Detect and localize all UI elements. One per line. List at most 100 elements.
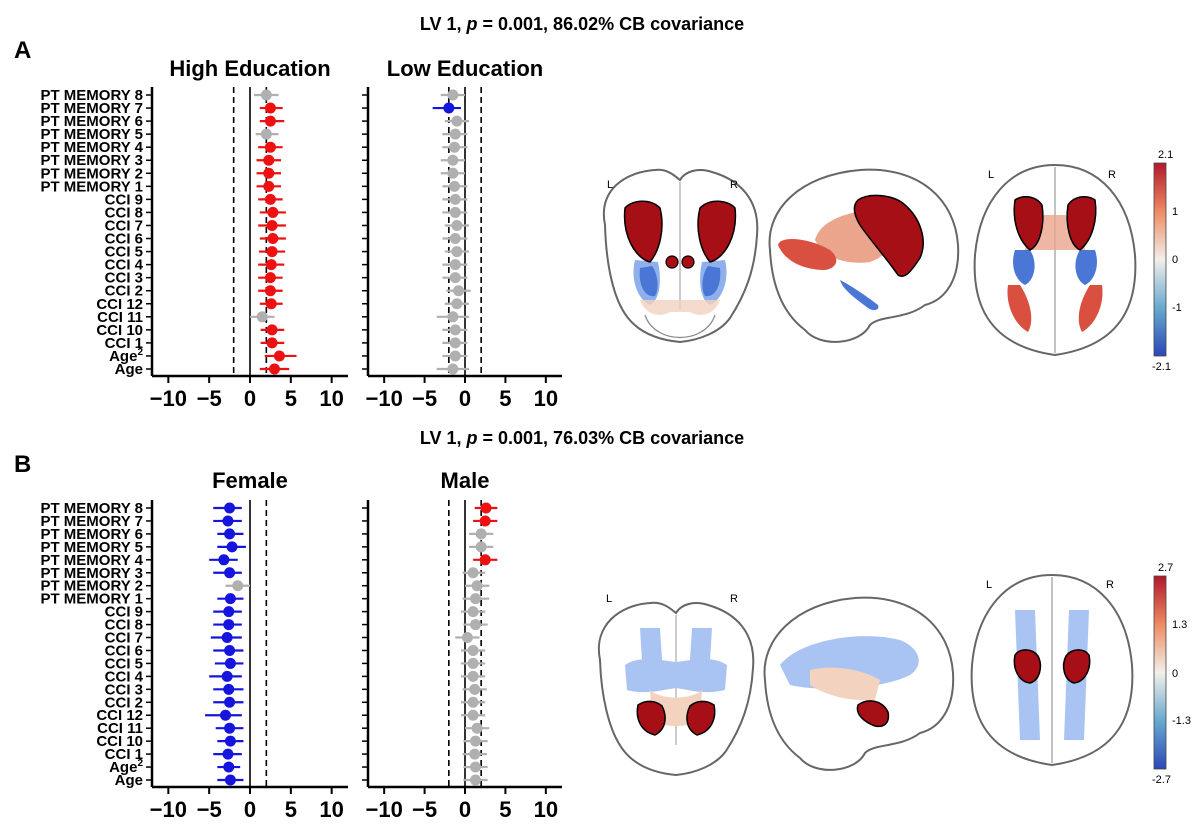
data-point	[221, 632, 233, 644]
coronal-center-red	[665, 255, 679, 269]
colorbar-tick: 1.3	[1172, 619, 1187, 631]
data-point	[223, 761, 235, 773]
colorbar-tick: 2.7	[1158, 562, 1173, 574]
data-point	[224, 774, 236, 786]
data-point	[224, 657, 236, 669]
data-point	[264, 285, 276, 297]
coronal-lightblue-top-left	[640, 628, 662, 660]
y-tick-label: CCI 2	[105, 283, 143, 300]
coronal-label-r: R	[730, 593, 738, 605]
data-point	[223, 683, 235, 695]
colorbar-tick: 1	[1172, 206, 1178, 218]
axial-label-l: L	[986, 579, 992, 591]
sagittal-darkred	[853, 194, 924, 277]
coronal-lightblue-band	[625, 658, 727, 693]
y-tick-label: PT MEMORY 7	[40, 513, 143, 530]
data-point	[453, 285, 465, 297]
data-point	[470, 593, 482, 605]
axial-outline	[970, 573, 1134, 767]
data-point	[475, 541, 487, 553]
sagittal-outline	[768, 168, 960, 343]
data-point	[265, 259, 277, 271]
data-point	[447, 167, 459, 179]
x-tick-label: −10	[150, 797, 187, 822]
data-point	[480, 502, 492, 514]
x-tick-label: −5	[412, 386, 437, 411]
x-tick-label: 5	[499, 797, 511, 822]
y-tick-label: CCI 5	[105, 655, 143, 672]
data-point	[263, 180, 275, 192]
axial-label-r: R	[1106, 579, 1114, 591]
y-tick-label: CCI 7	[105, 217, 143, 234]
data-point	[218, 554, 230, 566]
y-tick-label: CCI 8	[105, 204, 143, 221]
x-tick-label: 0	[244, 386, 256, 411]
data-point	[467, 657, 479, 669]
colorbar-gradient	[1153, 575, 1167, 770]
data-point	[467, 644, 479, 656]
data-point	[224, 502, 236, 514]
data-point	[220, 709, 231, 721]
x-tick-label: −5	[197, 386, 222, 411]
axial-red-right	[1078, 285, 1103, 332]
coronal-darkred-right	[697, 200, 737, 263]
y-tick-label: CCI 10	[96, 322, 143, 339]
data-point	[449, 337, 461, 349]
plot-title: High Education	[169, 56, 330, 81]
y-tick-label: CCI 12	[96, 707, 143, 724]
x-tick-label: 10	[534, 797, 558, 822]
data-point	[449, 350, 461, 362]
y-tick-label: CCI 4	[105, 257, 144, 274]
y-tick-label: CCI 11	[97, 309, 143, 326]
y-tick-label: CCI 3	[105, 681, 143, 698]
data-point	[467, 567, 479, 579]
data-point	[224, 644, 236, 656]
y-tick-label: Age2	[109, 347, 143, 365]
coronal-darkred-right	[686, 700, 716, 736]
data-point	[266, 324, 278, 336]
coronal-blue-right	[702, 266, 721, 297]
data-point	[470, 619, 482, 631]
panel-b-brain-views: L R L R	[597, 573, 1134, 777]
colorbar-tick: 2.1	[1158, 149, 1173, 161]
data-point	[467, 606, 479, 618]
panel-b-axial-view: L R	[970, 573, 1134, 767]
coronal-label-l: L	[606, 593, 612, 605]
data-point	[443, 102, 455, 114]
y-tick-label: PT MEMORY 6	[40, 526, 143, 543]
data-point	[449, 206, 461, 218]
data-point	[226, 541, 238, 553]
data-point	[266, 337, 278, 349]
data-point	[479, 554, 491, 566]
data-point	[263, 154, 275, 166]
coronal-label-l: L	[607, 179, 613, 191]
coronal-center-red-2	[681, 255, 695, 269]
x-tick-label: −10	[366, 386, 403, 411]
data-point	[224, 567, 236, 579]
y-tick-label: PT MEMORY 4	[40, 552, 143, 569]
x-tick-label: 10	[319, 797, 343, 822]
data-point	[471, 580, 483, 592]
coronal-darkred-left	[623, 200, 663, 263]
axial-label-r: R	[1108, 169, 1116, 181]
panel-b-colorbar: 2.7 1.3 0 -1.3 -2.7	[1152, 562, 1191, 786]
data-point	[451, 219, 463, 231]
y-tick-label: PT MEMORY 8	[40, 87, 143, 104]
y-tick-label: PT MEMORY 3	[40, 152, 143, 169]
coronal-darkred-left	[636, 700, 666, 736]
plot-title: Male	[441, 468, 490, 493]
data-point	[269, 363, 280, 375]
y-tick-label: CCI 9	[105, 191, 143, 208]
data-point	[265, 298, 277, 310]
coronal-label-r: R	[730, 179, 738, 191]
y-tick-label: CCI 7	[105, 630, 143, 647]
y-tick-label: CCI 8	[105, 617, 143, 634]
colorbar-tick: -2.7	[1152, 774, 1171, 786]
axial-red-left	[1007, 285, 1032, 332]
data-point	[451, 115, 463, 127]
y-tick-label: CCI 4	[105, 668, 144, 685]
colorbar-tick: 0	[1172, 668, 1178, 680]
plot-title: Low Education	[387, 56, 543, 81]
data-point	[267, 233, 279, 245]
